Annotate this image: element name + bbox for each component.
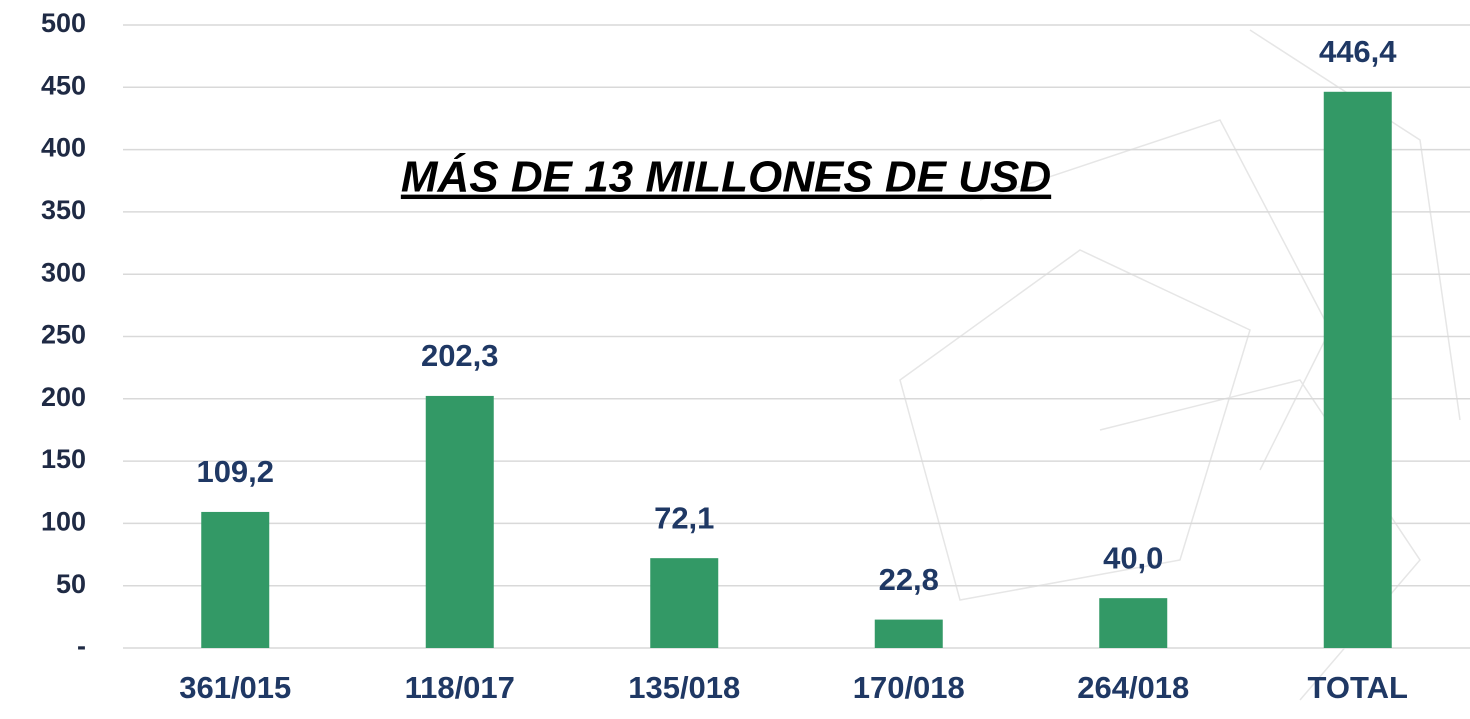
y-tick-label: 450 (41, 70, 86, 100)
x-tick-label: 264/018 (1077, 670, 1189, 705)
bar (201, 512, 269, 648)
value-label: 109,2 (196, 454, 274, 489)
bar (650, 558, 718, 648)
y-tick-label: 350 (41, 195, 86, 225)
value-label: 446,4 (1319, 34, 1397, 69)
value-label: 202,3 (421, 338, 499, 373)
y-tick-label: 50 (56, 569, 86, 599)
x-tick-label: 361/015 (179, 670, 291, 705)
value-label: 40,0 (1103, 540, 1163, 575)
y-tick-label: - (77, 631, 86, 661)
y-tick-label: 100 (41, 507, 86, 537)
value-label: 22,8 (879, 562, 939, 597)
value-label: 72,1 (654, 500, 714, 535)
y-tick-label: 300 (41, 257, 86, 287)
annotation: MÁS DE 13 MILLONES DE USD (401, 152, 1051, 202)
bar (875, 620, 943, 648)
y-tick-label: 200 (41, 382, 86, 412)
x-tick-label: 135/018 (628, 670, 740, 705)
y-tick-label: 500 (41, 8, 86, 38)
y-tick-label: 400 (41, 133, 86, 163)
y-tick-label: 250 (41, 320, 86, 350)
x-tick-label: 118/017 (405, 670, 515, 705)
bar (1099, 598, 1167, 648)
chart: MÁS DE 13 MILLONES DE USD - 50 100 150 200 25… (0, 0, 1470, 719)
bar (1324, 92, 1392, 648)
x-tick-label: 170/018 (853, 670, 965, 705)
x-tick-label: TOTAL (1308, 670, 1408, 705)
y-tick-label: 150 (41, 444, 86, 474)
bar (426, 396, 494, 648)
